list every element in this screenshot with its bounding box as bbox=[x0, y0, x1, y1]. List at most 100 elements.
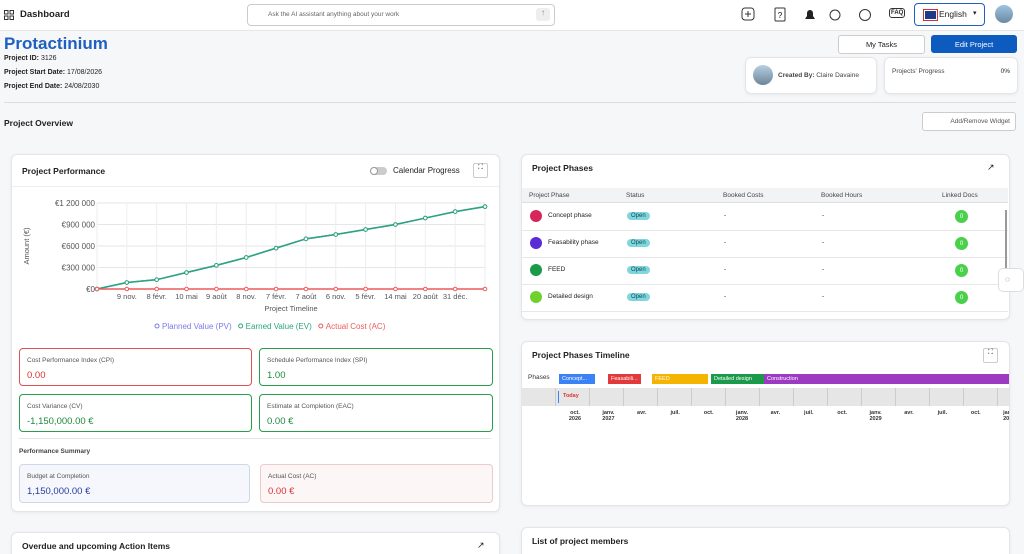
phase-bar: Detailed design bbox=[711, 374, 764, 384]
label: Project ID: bbox=[4, 55, 40, 62]
phase-color bbox=[530, 291, 542, 303]
axis-month: oct. bbox=[570, 410, 580, 416]
axis-label: oct. bbox=[964, 410, 988, 416]
language-select[interactable]: English ▾ bbox=[914, 3, 985, 26]
column-header: Booked Hours bbox=[821, 192, 863, 199]
linked-docs: 0 bbox=[955, 264, 968, 277]
caret: ▾ bbox=[973, 10, 977, 17]
open-icon[interactable]: ↗ bbox=[477, 540, 485, 550]
axis-label: oct. bbox=[697, 410, 721, 416]
x-tick-label: 14 mai bbox=[384, 292, 407, 301]
data-point bbox=[214, 263, 219, 268]
table-header: Project Phase Status Booked Costs Booked… bbox=[522, 188, 1008, 203]
axis-month: avr. bbox=[904, 410, 914, 416]
toggle[interactable] bbox=[370, 167, 387, 175]
progress-value: 0% bbox=[1000, 68, 1010, 75]
axis-label: oct. 2026 bbox=[563, 410, 587, 422]
today-line bbox=[558, 391, 559, 403]
axis-label: avr. bbox=[763, 410, 787, 416]
column-header: Booked Costs bbox=[723, 192, 764, 199]
y-tick-label: €1 200 000 bbox=[55, 199, 96, 208]
expand-button[interactable]: ⛶ bbox=[983, 348, 998, 363]
kpi-label: Cost Variance (CV) bbox=[27, 403, 83, 410]
project-end: Project End Date: 24/08/2030 bbox=[4, 83, 99, 90]
kpi-cpi: Cost Performance Index (CPI) 0.00 bbox=[19, 348, 252, 386]
linked-docs: 0 bbox=[955, 210, 968, 223]
axis-year: 2027 bbox=[602, 416, 615, 422]
value: 3126 bbox=[40, 55, 57, 62]
axis-month: janv. bbox=[869, 410, 882, 416]
phases-card: Project Phases ↗ Project Phase Status Bo… bbox=[521, 154, 1010, 320]
data-point bbox=[243, 255, 249, 260]
table-row: FEED Open - - 0 bbox=[522, 257, 1008, 285]
my-tasks-button[interactable]: My Tasks bbox=[838, 35, 925, 54]
booked-costs: - bbox=[724, 212, 727, 219]
data-point bbox=[184, 270, 189, 275]
card-title: Overdue and upcoming Action Items bbox=[22, 541, 170, 551]
booked-hours: - bbox=[822, 293, 825, 300]
axis-month: juil. bbox=[804, 410, 814, 416]
kpi-label: Estimate at Completion (EAC) bbox=[267, 403, 354, 410]
search-box[interactable]: Ask the AI assistant anything about your… bbox=[247, 4, 555, 26]
performance-card: Project Performance Calendar Progress ⛶ … bbox=[11, 154, 500, 512]
avatar[interactable] bbox=[995, 5, 1013, 23]
legend-marker bbox=[154, 323, 160, 329]
status: Open bbox=[627, 266, 650, 274]
value: 17/08/2026 bbox=[67, 69, 103, 76]
phase-color bbox=[530, 237, 542, 249]
data-point bbox=[452, 286, 458, 292]
booked-costs: - bbox=[724, 293, 727, 300]
creator-avatar bbox=[753, 65, 773, 85]
label: Project Start Date: bbox=[4, 69, 66, 76]
actions-card: Overdue and upcoming Action Items ↗ bbox=[11, 532, 500, 554]
axis-month: janv. bbox=[1003, 410, 1009, 416]
send-button[interactable]: ↑ bbox=[536, 8, 550, 21]
expand-button[interactable]: ⛶ bbox=[473, 163, 488, 178]
nav-title[interactable]: Dashboard bbox=[20, 9, 70, 20]
axis-month: avr. bbox=[770, 410, 781, 416]
axis-label: avr. bbox=[897, 410, 921, 416]
x-tick-label: 5 févr. bbox=[355, 292, 375, 301]
summary-ac: Actual Cost (AC) 0.00 € bbox=[260, 464, 493, 503]
summary-bac: Budget at Completion 1,150,000.00 € bbox=[19, 464, 250, 503]
menu-icon[interactable] bbox=[4, 10, 14, 20]
booked-costs: - bbox=[724, 266, 727, 273]
y-tick-label: €600 000 bbox=[62, 242, 96, 251]
label: Created By: bbox=[778, 72, 815, 79]
data-point bbox=[363, 227, 368, 232]
assistant-tab[interactable]: ◌ bbox=[998, 268, 1024, 292]
svg-text:?: ? bbox=[778, 11, 783, 20]
column-header: Linked Docs bbox=[942, 192, 978, 199]
booked-hours: - bbox=[822, 266, 825, 273]
axis-label: juil. bbox=[797, 410, 821, 416]
summary-value: 0.00 € bbox=[268, 486, 295, 497]
axis-month: janv. bbox=[602, 410, 615, 416]
x-tick-label: 8 févr. bbox=[146, 292, 166, 301]
kpi-cv: Cost Variance (CV) -1,150,000.00 € bbox=[19, 394, 252, 432]
data-point bbox=[273, 286, 279, 292]
language-label: English bbox=[939, 9, 967, 19]
search-placeholder: Ask the AI assistant anything about your… bbox=[268, 11, 400, 18]
linked-docs: 0 bbox=[955, 291, 968, 304]
phase-name: Feasability phase bbox=[548, 239, 599, 246]
axis-year: 2028 bbox=[735, 416, 749, 422]
y-tick-label: €0 bbox=[86, 285, 95, 294]
axis-label: janv. 2028 bbox=[730, 410, 754, 422]
column-header: Project Phase bbox=[529, 192, 570, 199]
faq-icon[interactable]: FAQ bbox=[889, 8, 906, 18]
phase-bar: Feasabili... bbox=[608, 374, 641, 384]
axis-month: juil. bbox=[670, 410, 680, 416]
card-title: List of project members bbox=[532, 536, 629, 546]
project-start: Project Start Date: 17/08/2026 bbox=[4, 69, 102, 76]
kpi-label: Schedule Performance Index (SPI) bbox=[267, 357, 368, 364]
data-point bbox=[423, 286, 428, 292]
add-widget-button[interactable]: Add/Remove Widget bbox=[922, 112, 1016, 131]
y-tick-label: €300 000 bbox=[62, 264, 96, 273]
legend-label: Earned Value (EV) bbox=[246, 322, 312, 331]
x-tick-label: 9 août bbox=[206, 292, 228, 301]
open-icon[interactable]: ↗ bbox=[987, 162, 995, 172]
data-point bbox=[154, 286, 159, 292]
edit-project-button[interactable]: Edit Project bbox=[931, 35, 1017, 53]
project-name: Protactinium bbox=[4, 34, 108, 53]
axis-year: 2029 bbox=[869, 416, 882, 422]
